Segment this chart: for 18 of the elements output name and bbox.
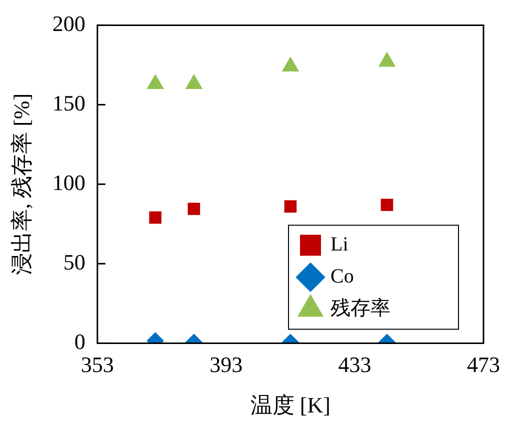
y-tick-label: 100 <box>52 170 86 195</box>
x-axis-title: 温度 [K] <box>250 392 330 418</box>
legend-label: Li <box>330 233 349 256</box>
point <box>378 52 396 67</box>
x-tick-label: 353 <box>80 352 114 378</box>
y-tick-label: 0 <box>74 328 86 354</box>
legend-label: Co <box>330 265 354 288</box>
y-tick-label: 200 <box>52 10 86 36</box>
point <box>282 57 299 72</box>
y-axis-title: 浸出率, 残存率 [%] <box>8 93 34 275</box>
x-tick-label: 393 <box>210 352 243 378</box>
point <box>147 74 164 90</box>
legend-label: 残存率 <box>330 297 390 320</box>
point <box>186 74 202 90</box>
x-tick-label: 473 <box>467 352 500 378</box>
y-tick-label: 150 <box>52 90 86 116</box>
x-tick-label: 433 <box>338 352 372 378</box>
y-tick-label: 50 <box>63 249 86 274</box>
